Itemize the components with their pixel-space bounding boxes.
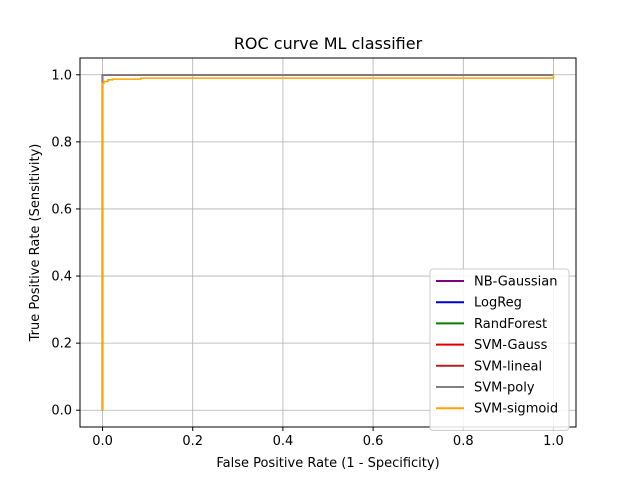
y-tick-label: 0.8 [51, 135, 72, 150]
legend-label-logreg: LogReg [474, 296, 522, 311]
legend-label-svm-gauss: SVM-Gauss [474, 338, 548, 353]
axis-ticks: 0.0 0.2 0.4 0.6 0.8 1.0 0.0 0.2 0.4 0.6 0.8 1.0 [51, 68, 563, 449]
legend-label-svm-lineal: SVM-lineal [474, 359, 542, 374]
x-axis-label: False Positive Rate (1 - Specificity) [216, 456, 439, 471]
legend-label-svm-sigmoid: SVM-sigmoid [474, 402, 558, 417]
x-tick-label: 0.0 [92, 434, 113, 449]
legend-box [429, 268, 570, 431]
x-tick-label: 0.4 [273, 434, 294, 449]
y-tick-label: 0.0 [51, 404, 72, 419]
legend: NB-Gaussian LogReg RandForest SVM-Gauss SVM-… [429, 268, 570, 431]
x-tick-label: 1.0 [543, 434, 564, 449]
y-tick-label: 0.6 [51, 202, 72, 217]
x-tick-label: 0.8 [453, 434, 474, 449]
y-tick-label: 0.4 [51, 270, 72, 285]
grid [80, 58, 576, 427]
y-axis-label: True Positive Rate (Sensitivity) [28, 144, 43, 343]
chart-title: ROC curve ML classifier [234, 34, 423, 53]
y-tick-label: 1.0 [51, 68, 72, 83]
legend-label-svm-poly: SVM-poly [474, 381, 535, 396]
series-line-svm-sigmoid [101, 74, 555, 411]
x-tick-label: 0.2 [182, 434, 203, 449]
legend-label-randforest: RandForest [474, 317, 547, 332]
x-tick-label: 0.6 [363, 434, 384, 449]
series-lines [101, 73, 555, 411]
y-tick-label: 0.2 [51, 337, 72, 352]
plot-frame [79, 57, 577, 428]
legend-label-nb-gaussian: NB-Gaussian [474, 275, 557, 290]
